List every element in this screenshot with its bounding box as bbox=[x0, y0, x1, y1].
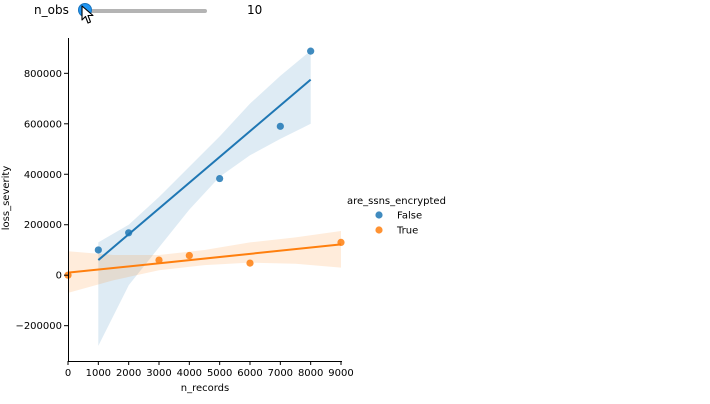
data-point-false-4 bbox=[307, 47, 315, 55]
data-point-false-1 bbox=[125, 229, 133, 237]
regression-line-false bbox=[97, 78, 312, 261]
data-point-true-3 bbox=[246, 259, 254, 267]
legend-title: are_ssns_encrypted bbox=[347, 196, 446, 207]
legend-marker-true bbox=[375, 226, 383, 234]
slider-track[interactable] bbox=[85, 9, 207, 13]
slider-label: n_obs bbox=[34, 3, 69, 17]
data-point-true-4 bbox=[337, 238, 345, 246]
legend-marker-false bbox=[375, 211, 383, 219]
axes bbox=[68, 38, 342, 362]
x-tick-label: 0 bbox=[65, 368, 71, 379]
legend-label-false: False bbox=[397, 211, 422, 222]
legend-label-true: True bbox=[396, 226, 418, 237]
ci-band-true bbox=[68, 231, 341, 293]
n-obs-slider-widget: n_obs 10 bbox=[0, 0, 300, 24]
y-ticks: −200000 0 200000 400000 600000 800000 bbox=[15, 69, 68, 332]
regression-lines bbox=[67, 78, 342, 274]
confidence-bands bbox=[68, 50, 341, 346]
y-tick-label: 200000 bbox=[24, 220, 62, 231]
data-point-false-3 bbox=[276, 122, 284, 130]
mouse-pointer-icon bbox=[81, 5, 94, 24]
x-tick-label: 6000 bbox=[237, 368, 262, 379]
data-point-true-2 bbox=[185, 251, 193, 260]
x-tick-label: 8000 bbox=[298, 368, 323, 379]
y-tick-label: 0 bbox=[56, 271, 62, 282]
x-tick-label: 9000 bbox=[328, 368, 353, 379]
y-tick-label: 600000 bbox=[24, 119, 62, 130]
y-tick-label: 400000 bbox=[24, 170, 62, 181]
x-tick-label: 5000 bbox=[207, 368, 232, 379]
x-tick-label: 1000 bbox=[86, 368, 111, 379]
x-tick-label: 7000 bbox=[268, 368, 293, 379]
ci-band-false bbox=[98, 50, 311, 346]
y-tick-label: −200000 bbox=[15, 321, 62, 332]
regression-line-true bbox=[67, 243, 342, 274]
x-tick-label: 3000 bbox=[146, 368, 171, 379]
y-tick-label: 800000 bbox=[24, 69, 62, 80]
x-axis-label: n_records bbox=[181, 383, 230, 394]
data-points bbox=[64, 47, 345, 279]
slider-value: 10 bbox=[247, 3, 263, 17]
data-point-false-2 bbox=[216, 174, 224, 183]
data-point-false-0 bbox=[94, 246, 102, 254]
y-axis-label: loss_severity bbox=[1, 166, 12, 231]
x-tick-label: 4000 bbox=[177, 368, 202, 379]
data-point-true-1 bbox=[155, 256, 163, 264]
x-tick-label: 2000 bbox=[116, 368, 141, 379]
x-ticks: 0 1000 2000 3000 4000 5000 6000 7000 8000 9000 bbox=[65, 361, 354, 379]
legend: are_ssns_encrypted False True bbox=[347, 196, 446, 237]
